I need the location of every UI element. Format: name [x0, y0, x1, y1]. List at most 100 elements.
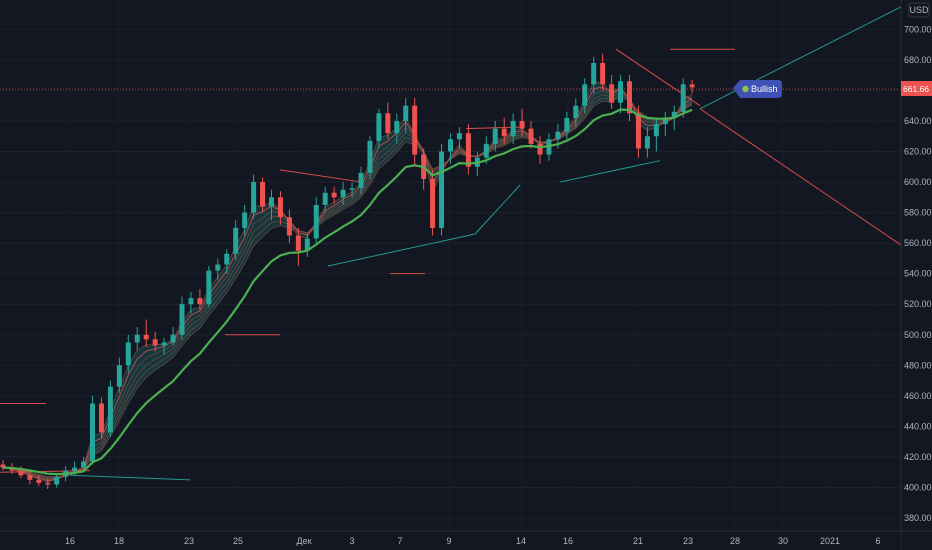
candle-body: [448, 139, 453, 152]
currency-label: USD: [909, 5, 929, 15]
price-tick-label: 600.00: [904, 177, 932, 187]
candle-body: [680, 84, 686, 112]
candle-body: [313, 204, 319, 239]
candle-body: [54, 476, 60, 485]
candle-body: [582, 84, 588, 106]
candle-body: [331, 192, 337, 198]
ribbon-line: [2, 89, 693, 480]
candle-body: [36, 479, 42, 483]
candle-body: [510, 120, 516, 137]
candle-body: [537, 143, 543, 155]
candle-body: [412, 105, 418, 155]
candle-body: [260, 182, 266, 207]
price-tick-label: 500.00: [904, 330, 932, 340]
time-tick-label: 25: [233, 536, 243, 546]
price-tick-label: 460.00: [904, 391, 932, 401]
candle-body: [403, 105, 409, 121]
candle-body: [627, 81, 632, 114]
price-tick-label: 420.00: [904, 452, 932, 462]
bullish-dot-icon: [742, 85, 749, 93]
candle-body: [492, 128, 498, 144]
candle-body: [215, 264, 221, 271]
candle-body: [376, 113, 382, 141]
candle-body: [456, 133, 462, 140]
candle-body: [98, 403, 104, 433]
candle-body: [662, 117, 668, 125]
price-tick-label: 560.00: [904, 238, 932, 248]
price-tick-label: 680.00: [904, 55, 932, 65]
candle-body: [125, 342, 131, 366]
candle-body: [573, 105, 579, 118]
moving-average: [2, 108, 693, 476]
candle-body: [385, 113, 391, 134]
candle-body: [653, 124, 659, 137]
candle-body: [439, 151, 445, 228]
candle-body: [45, 482, 51, 485]
candle-body: [170, 334, 176, 343]
time-tick-label: 18: [114, 536, 124, 546]
resistance-line: [279, 169, 363, 183]
price-tick-label: 540.00: [904, 269, 932, 279]
candle-body: [143, 334, 149, 340]
support-line: [559, 160, 661, 183]
candle-body: [600, 62, 606, 85]
time-tick-label: 21: [633, 536, 643, 546]
price-tick-label: 640.00: [904, 116, 932, 126]
candle-body: [295, 235, 301, 251]
candle-body: [430, 179, 436, 228]
ma-line: [2, 108, 693, 476]
time-tick-label: 16: [563, 536, 573, 546]
candle-body: [591, 62, 597, 85]
currency-box[interactable]: [908, 2, 930, 18]
candle-body: [18, 470, 24, 476]
support-line: [69, 474, 191, 481]
candle-body: [465, 133, 471, 167]
price-tick-label: 520.00: [904, 299, 932, 309]
candle-body: [367, 140, 373, 173]
time-tick-label: 28: [730, 536, 740, 546]
candle-body: [349, 188, 355, 190]
time-tick-label: 9: [446, 536, 451, 546]
candle-body: [322, 192, 328, 205]
time-tick-label: 14: [516, 536, 526, 546]
price-tick-label: 440.00: [904, 421, 932, 431]
candle-body: [528, 128, 534, 144]
price-tick-label: 580.00: [904, 208, 932, 218]
price-tick-label: 700.00: [904, 24, 932, 34]
time-tick-label: 6: [875, 536, 880, 546]
candle-body: [635, 113, 641, 149]
candle-body: [233, 227, 239, 254]
bullish-signal-badge: [733, 80, 782, 98]
candle-body: [72, 467, 78, 471]
ribbon-line: [2, 92, 693, 479]
candle-body: [27, 475, 33, 480]
candle-body: [107, 386, 113, 433]
candle-body: [394, 120, 400, 134]
candle-body: [197, 298, 203, 305]
candle-body: [242, 212, 248, 228]
candle-body: [519, 120, 525, 129]
time-tick-label: 16: [65, 536, 75, 546]
candle-body: [90, 403, 95, 462]
candle-body: [618, 81, 624, 103]
ribbon-line: [2, 96, 693, 478]
candle-body: [286, 217, 292, 236]
time-tick-label: 3: [349, 536, 354, 546]
time-tick-label: 23: [683, 536, 693, 546]
candle-body: [483, 143, 489, 158]
price-tick-label: 480.00: [904, 360, 932, 370]
candle-body: [671, 111, 677, 118]
time-axis-background: [0, 531, 901, 550]
candle-body: [179, 304, 185, 335]
candle-body: [304, 238, 310, 251]
candle-body: [116, 365, 122, 387]
time-tick-label: 30: [778, 536, 788, 546]
candle-body: [555, 131, 561, 140]
bullish-signal-label: Bullish: [751, 84, 778, 94]
candle-body: [161, 342, 167, 346]
price-tick-label: 380.00: [904, 513, 932, 523]
support-line: [327, 233, 476, 267]
ribbon-line: [2, 94, 693, 478]
